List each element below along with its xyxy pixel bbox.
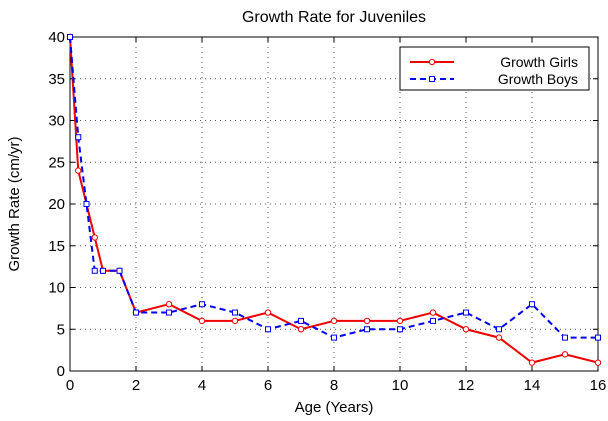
x-axis-title: Age (Years): [295, 399, 374, 416]
data-point: [562, 334, 568, 341]
legend-box: [399, 46, 590, 91]
data-point: [463, 309, 469, 316]
data-point: [495, 334, 503, 341]
data-point: [331, 334, 337, 341]
y-tick-label: 40: [48, 29, 65, 46]
y-tick-label: 15: [48, 238, 65, 255]
data-point: [594, 359, 602, 366]
x-tick-label: 10: [392, 377, 409, 394]
data-point: [529, 301, 535, 308]
data-point: [496, 326, 502, 333]
chart-title: Growth Rate for Juveniles: [242, 9, 426, 26]
data-point: [83, 201, 90, 207]
data-point: [232, 309, 238, 316]
x-tick-label: 0: [66, 377, 74, 394]
data-point: [364, 326, 370, 333]
data-point: [198, 317, 206, 325]
data-point: [429, 309, 437, 316]
data-point: [199, 301, 205, 308]
x-tick-label: 4: [198, 377, 206, 394]
y-tick-label: 25: [48, 154, 65, 171]
y-tick-label: 30: [48, 113, 65, 130]
data-point: [430, 317, 436, 324]
series-layer: [66, 33, 602, 366]
data-point: [264, 309, 272, 316]
data-point: [396, 317, 404, 325]
x-tick-label: 14: [524, 377, 541, 394]
data-point: [165, 301, 173, 308]
data-point: [67, 34, 73, 40]
data-point: [265, 326, 271, 333]
legend-label: Growth Boys: [498, 71, 578, 87]
data-point: [462, 326, 470, 333]
legend-marker: [428, 58, 436, 66]
y-axis-title: Growth Rate (cm/yr): [6, 136, 23, 271]
data-point: [330, 317, 338, 325]
series-growth-boys: [67, 34, 601, 341]
data-point: [75, 134, 82, 141]
y-tick-label: 5: [57, 321, 65, 338]
data-point: [166, 309, 172, 316]
y-tick-label: 35: [48, 71, 65, 88]
data-point: [91, 267, 98, 274]
data-point: [363, 317, 371, 325]
x-tick-label: 8: [330, 377, 338, 394]
y-tick-label: 0: [57, 363, 65, 380]
data-point: [116, 267, 123, 274]
data-point: [397, 326, 403, 333]
y-tick-label: 10: [48, 280, 65, 297]
legend-label: Growth Girls: [500, 54, 578, 70]
data-point: [595, 334, 601, 341]
data-point: [297, 326, 305, 333]
data-point: [298, 317, 304, 324]
data-point: [100, 267, 106, 274]
data-point: [91, 234, 98, 241]
x-tick-label: 12: [458, 377, 475, 394]
x-axis-ticks: 0 2 4 6 8 10 12 14 16: [66, 37, 607, 394]
x-tick-label: 6: [264, 377, 272, 394]
data-point: [75, 167, 82, 174]
y-tick-label: 20: [48, 196, 65, 213]
data-point: [528, 359, 536, 366]
y-axis-ticks: 0 5 10 15 20 25 30 35 40: [48, 29, 598, 380]
legend-marker: [429, 76, 435, 82]
x-tick-label: 2: [132, 377, 140, 394]
data-point: [231, 317, 239, 325]
data-point: [133, 309, 139, 316]
x-tick-label: 16: [590, 377, 607, 394]
data-point: [561, 351, 569, 358]
